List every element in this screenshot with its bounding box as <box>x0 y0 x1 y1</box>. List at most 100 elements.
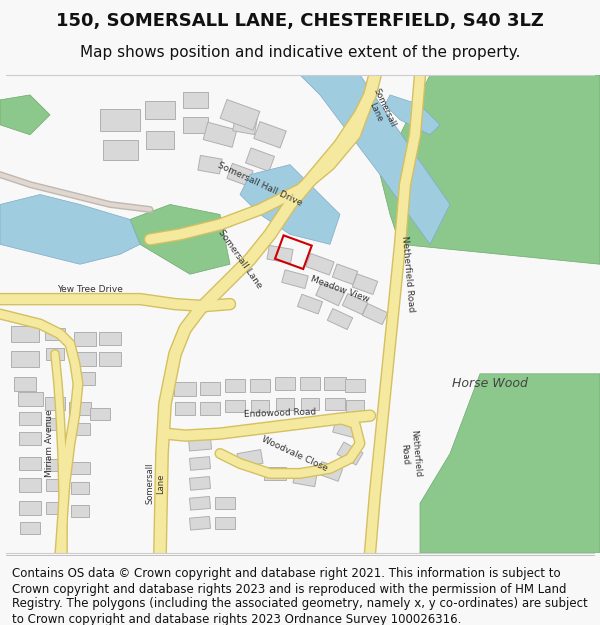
Bar <box>71 505 89 518</box>
Bar <box>175 402 195 415</box>
Bar <box>182 92 208 108</box>
Bar <box>203 122 237 148</box>
Bar <box>237 449 263 468</box>
Polygon shape <box>420 374 600 553</box>
Bar <box>342 294 368 314</box>
Bar <box>103 140 137 159</box>
Bar <box>19 501 41 515</box>
Bar <box>317 462 343 481</box>
Bar <box>245 148 274 171</box>
Bar <box>324 378 346 390</box>
Bar <box>198 156 222 174</box>
Bar <box>19 456 41 471</box>
Bar <box>275 236 312 269</box>
Bar <box>70 422 90 434</box>
Text: Somersall
Lane: Somersall Lane <box>362 87 398 132</box>
Bar <box>327 309 353 329</box>
Bar <box>225 400 245 412</box>
Bar <box>276 398 294 410</box>
Bar <box>215 498 235 509</box>
Bar <box>146 131 174 149</box>
Bar <box>301 398 319 410</box>
Text: 150, SOMERSALL LANE, CHESTERFIELD, S40 3LZ: 150, SOMERSALL LANE, CHESTERFIELD, S40 3… <box>56 12 544 30</box>
Bar <box>332 419 358 437</box>
Bar <box>220 99 260 130</box>
Bar <box>282 270 308 289</box>
Bar <box>316 282 344 306</box>
Bar <box>251 400 269 412</box>
Polygon shape <box>0 95 50 135</box>
Text: Netherfield Road: Netherfield Road <box>400 236 416 312</box>
Bar <box>11 326 39 342</box>
Bar <box>215 518 235 529</box>
Bar <box>345 379 365 392</box>
Bar <box>182 117 208 132</box>
Bar <box>90 408 110 419</box>
Bar <box>99 352 121 366</box>
Bar <box>45 328 65 340</box>
Bar <box>190 457 211 470</box>
Bar <box>45 398 65 410</box>
Polygon shape <box>380 75 600 264</box>
Bar <box>227 163 253 186</box>
Bar <box>100 109 140 131</box>
Text: Somersall
Lane: Somersall Lane <box>145 462 164 504</box>
Polygon shape <box>300 75 450 244</box>
Text: Somersall Lane: Somersall Lane <box>217 228 263 291</box>
Bar <box>346 400 364 412</box>
Bar <box>200 402 220 415</box>
Bar <box>188 436 212 451</box>
Text: Meadow View: Meadow View <box>310 274 371 304</box>
Bar <box>352 274 378 294</box>
Bar <box>69 402 91 415</box>
Text: Miriam Avenue: Miriam Avenue <box>46 410 55 478</box>
Bar <box>250 379 270 392</box>
Bar <box>19 412 41 425</box>
Bar <box>99 332 121 346</box>
Bar <box>225 379 245 392</box>
Bar <box>300 378 320 390</box>
Polygon shape <box>130 204 230 274</box>
Bar <box>74 352 96 366</box>
Polygon shape <box>240 164 340 244</box>
Bar <box>11 351 39 367</box>
Bar <box>46 418 64 429</box>
Bar <box>46 479 64 491</box>
Bar <box>19 432 41 445</box>
Bar <box>254 122 286 148</box>
Bar <box>190 496 211 510</box>
Bar <box>71 482 89 494</box>
Bar <box>74 332 96 346</box>
Text: Yew Tree Drive: Yew Tree Drive <box>57 284 123 294</box>
Bar <box>75 372 95 385</box>
Bar <box>17 392 43 406</box>
Bar <box>46 348 64 360</box>
Bar <box>298 294 323 314</box>
Text: Map shows position and indicative extent of the property.: Map shows position and indicative extent… <box>80 45 520 60</box>
Bar <box>337 442 363 465</box>
Bar <box>264 467 286 480</box>
Bar <box>190 516 211 530</box>
Bar <box>362 304 388 324</box>
Text: Netherfield
Road: Netherfield Road <box>398 429 422 478</box>
Bar <box>20 522 40 534</box>
Text: Contains OS data © Crown copyright and database right 2021. This information is : Contains OS data © Crown copyright and d… <box>12 568 588 625</box>
Bar <box>325 398 345 410</box>
Bar <box>293 470 317 487</box>
Polygon shape <box>385 95 440 135</box>
Bar <box>46 459 64 471</box>
Bar <box>275 378 295 390</box>
Bar <box>332 264 358 284</box>
Polygon shape <box>0 194 140 264</box>
Bar <box>174 382 196 396</box>
Bar <box>46 503 64 514</box>
Text: Woodvale Close: Woodvale Close <box>260 434 329 472</box>
Bar <box>200 382 220 395</box>
Bar <box>19 478 41 492</box>
Bar <box>14 377 36 391</box>
Text: Horse Wood: Horse Wood <box>452 378 528 390</box>
Bar <box>145 101 175 119</box>
Bar <box>70 462 90 474</box>
Bar <box>190 477 211 490</box>
Bar <box>267 246 293 263</box>
